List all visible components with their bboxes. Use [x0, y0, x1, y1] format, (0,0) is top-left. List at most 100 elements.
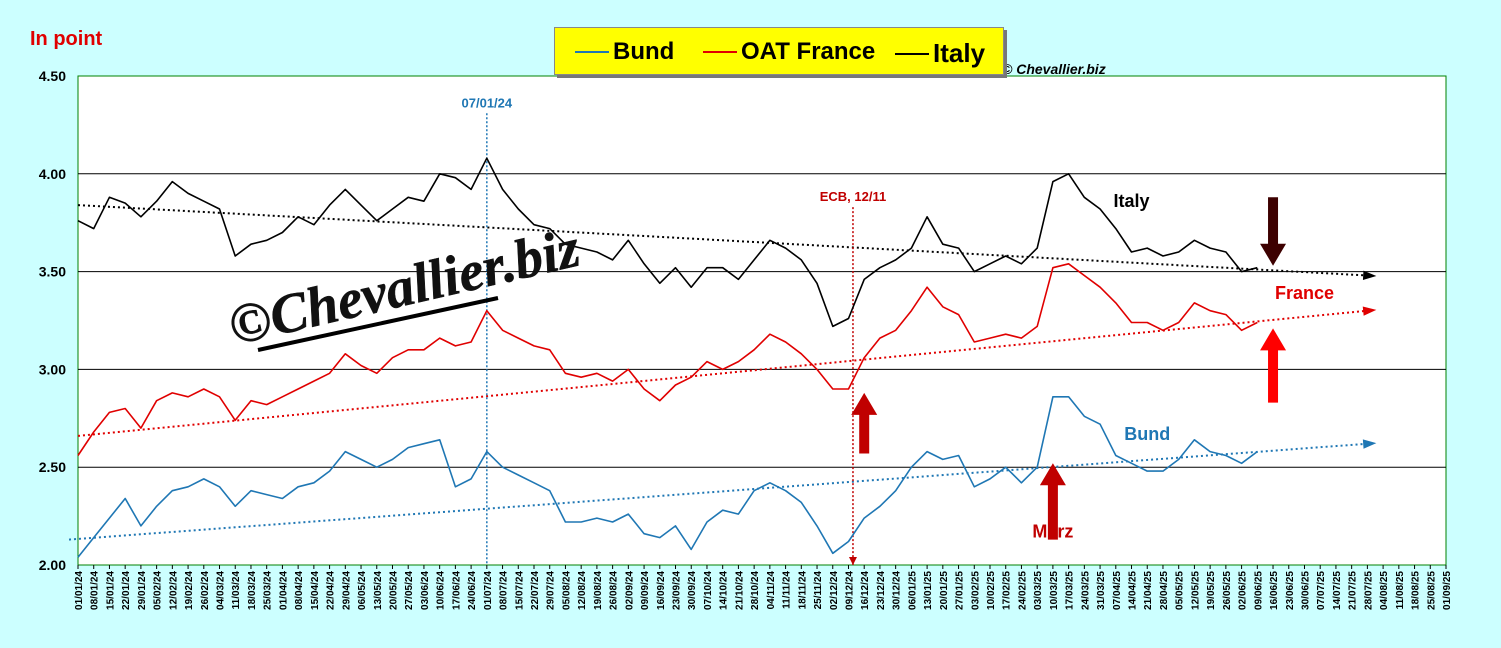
plot-area: [77, 75, 1447, 566]
x-tick-label: 25/03/24: [263, 571, 274, 610]
y-tick-label: 3.00: [39, 361, 66, 377]
legend-france: OAT France: [703, 38, 875, 66]
x-tick-label: 27/05/24: [404, 571, 415, 610]
annotation-label: Bund: [1124, 424, 1170, 444]
x-tick-label: 06/01/25: [907, 571, 918, 610]
x-tick-label: 28/10/24: [750, 571, 761, 610]
x-tick-label: 03/06/24: [420, 571, 431, 610]
legend-france-label: OAT France: [741, 38, 876, 65]
x-tick-label: 02/12/24: [829, 571, 840, 610]
x-tick-label: 16/09/24: [656, 571, 667, 610]
x-tick-label: 23/06/25: [1285, 571, 1296, 610]
x-tick-label: 15/01/24: [105, 571, 116, 610]
x-tick-label: 29/01/24: [137, 571, 148, 610]
x-tick-label: 05/08/24: [561, 571, 572, 610]
annotation-label: France: [1275, 283, 1334, 303]
annotation-label: Italy: [1114, 191, 1150, 211]
x-tick-label: 19/02/24: [184, 571, 195, 610]
x-tick-label: 12/05/25: [1190, 571, 1201, 610]
y-tick-label: 4.00: [39, 166, 66, 182]
x-tick-label: 08/01/24: [90, 571, 101, 610]
x-tick-label: 01/01/24: [74, 571, 85, 610]
x-tick-label: 14/04/25: [1128, 571, 1139, 610]
legend-italy-label: Italy: [933, 38, 986, 68]
x-tick-label: 30/12/24: [892, 571, 903, 610]
x-tick-label: 26/05/25: [1222, 571, 1233, 610]
x-tick-label: 13/05/24: [373, 571, 384, 610]
x-tick-label: 17/02/25: [1002, 571, 1013, 610]
x-tick-label: 05/02/24: [153, 571, 164, 610]
x-tick-label: 23/12/24: [876, 571, 887, 610]
x-tick-label: 09/06/25: [1253, 571, 1264, 610]
x-tick-label: 25/11/24: [813, 571, 824, 610]
x-tick-label: 11/03/24: [231, 571, 242, 610]
x-tick-label: 28/07/25: [1363, 571, 1374, 610]
block-arrow: [1260, 328, 1287, 403]
trendline: [68, 442, 1368, 541]
trendline: [77, 309, 1368, 437]
x-tick-label: 19/05/25: [1206, 571, 1217, 610]
x-tick-label: 13/01/25: [923, 571, 934, 610]
x-tick-label: 21/04/25: [1143, 571, 1154, 610]
x-tick-label: 05/05/25: [1175, 571, 1186, 610]
legend-italy-swatch: [895, 52, 929, 55]
block-arrow: [1260, 197, 1287, 266]
event-vline-arrowhead: [848, 557, 857, 565]
x-tick-label: 14/07/25: [1332, 571, 1343, 610]
annotation-label: 07/01/24: [462, 95, 513, 110]
x-tick-label: 24/02/25: [1017, 571, 1028, 610]
x-tick-label: 09/12/24: [844, 571, 855, 610]
block-arrow: [1039, 463, 1066, 540]
x-tick-label: 17/06/24: [451, 571, 462, 610]
x-tick-label: 22/01/24: [121, 571, 132, 610]
trendline-arrowhead: [1362, 439, 1377, 449]
x-tick-label: 23/09/24: [672, 571, 683, 610]
x-tick-label: 10/03/25: [1049, 571, 1060, 610]
x-tick-label: 09/09/24: [640, 571, 651, 610]
x-tick-label: 07/04/25: [1112, 571, 1123, 610]
x-tick-label: 15/04/24: [310, 571, 321, 610]
x-tick-label: 22/04/24: [326, 571, 337, 610]
x-tick-label: 17/03/25: [1065, 571, 1076, 610]
y-tick-label: 2.00: [39, 557, 66, 573]
x-tick-label: 18/11/24: [797, 571, 808, 610]
x-tick-label: 20/01/25: [939, 571, 950, 610]
x-tick-label: 30/06/25: [1300, 571, 1311, 610]
x-tick-label: 01/09/25: [1442, 571, 1453, 610]
x-tick-label: 18/03/24: [247, 571, 258, 610]
x-tick-label: 18/08/25: [1411, 571, 1422, 610]
chart-legend: Bund OAT France Italy: [554, 27, 1004, 75]
series-line-oat-france: [77, 262, 1258, 456]
trendline-arrowhead: [1362, 270, 1377, 280]
copyright-label: © Chevallier.biz: [1002, 61, 1106, 77]
legend-france-swatch: [703, 51, 737, 53]
x-tick-label: 08/04/24: [294, 571, 305, 610]
x-tick-label: 31/03/25: [1096, 571, 1107, 610]
x-tick-label: 21/10/24: [734, 571, 745, 610]
x-tick-label: 26/08/24: [609, 571, 620, 610]
legend-bund: Bund: [575, 38, 674, 66]
x-tick-label: 21/07/25: [1348, 571, 1359, 610]
legend-italy: Italy: [895, 38, 985, 69]
x-tick-label: 08/07/24: [499, 571, 510, 610]
x-tick-label: 04/03/24: [216, 571, 227, 610]
series-line-italy: [77, 157, 1258, 328]
trendline-arrowhead: [1362, 306, 1377, 316]
x-tick-label: 07/10/24: [703, 571, 714, 610]
x-tick-label: 03/03/25: [1033, 571, 1044, 610]
y-tick-label: 2.50: [39, 459, 66, 475]
x-tick-label: 02/09/24: [624, 571, 635, 610]
x-tick-label: 20/05/24: [388, 571, 399, 610]
annotation-label: ECB, 12/11: [820, 189, 887, 204]
x-tick-label: 25/08/25: [1426, 571, 1437, 610]
x-tick-label: 02/06/25: [1238, 571, 1249, 610]
legend-bund-swatch: [575, 51, 609, 53]
x-tick-label: 26/02/24: [200, 571, 211, 610]
x-tick-label: 27/01/25: [955, 571, 966, 610]
x-tick-label: 29/07/24: [546, 571, 557, 610]
y-tick-label: 4.50: [39, 68, 66, 84]
x-tick-label: 04/11/24: [766, 571, 777, 610]
x-tick-label: 03/02/25: [970, 571, 981, 610]
x-tick-label: 12/02/24: [168, 571, 179, 610]
